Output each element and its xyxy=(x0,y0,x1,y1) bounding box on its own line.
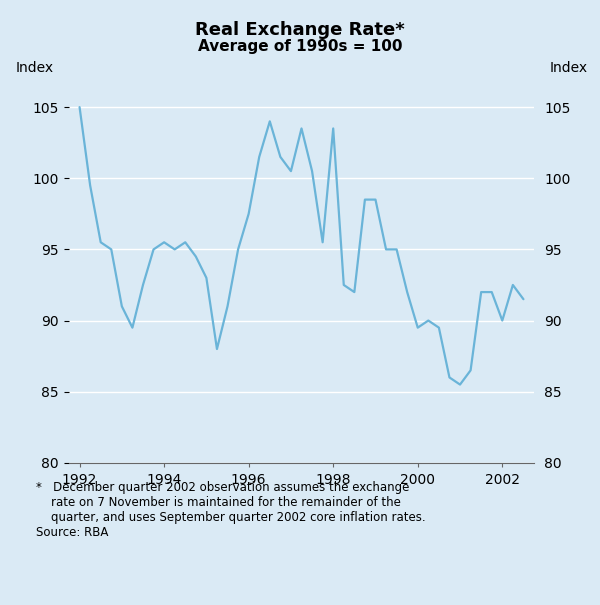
Text: Index: Index xyxy=(550,61,587,75)
Text: *   December quarter 2002 observation assumes the exchange
    rate on 7 Novembe: * December quarter 2002 observation assu… xyxy=(36,481,425,539)
Text: Real Exchange Rate*: Real Exchange Rate* xyxy=(195,21,405,39)
Text: Average of 1990s = 100: Average of 1990s = 100 xyxy=(198,39,402,54)
Text: Index: Index xyxy=(16,61,53,75)
